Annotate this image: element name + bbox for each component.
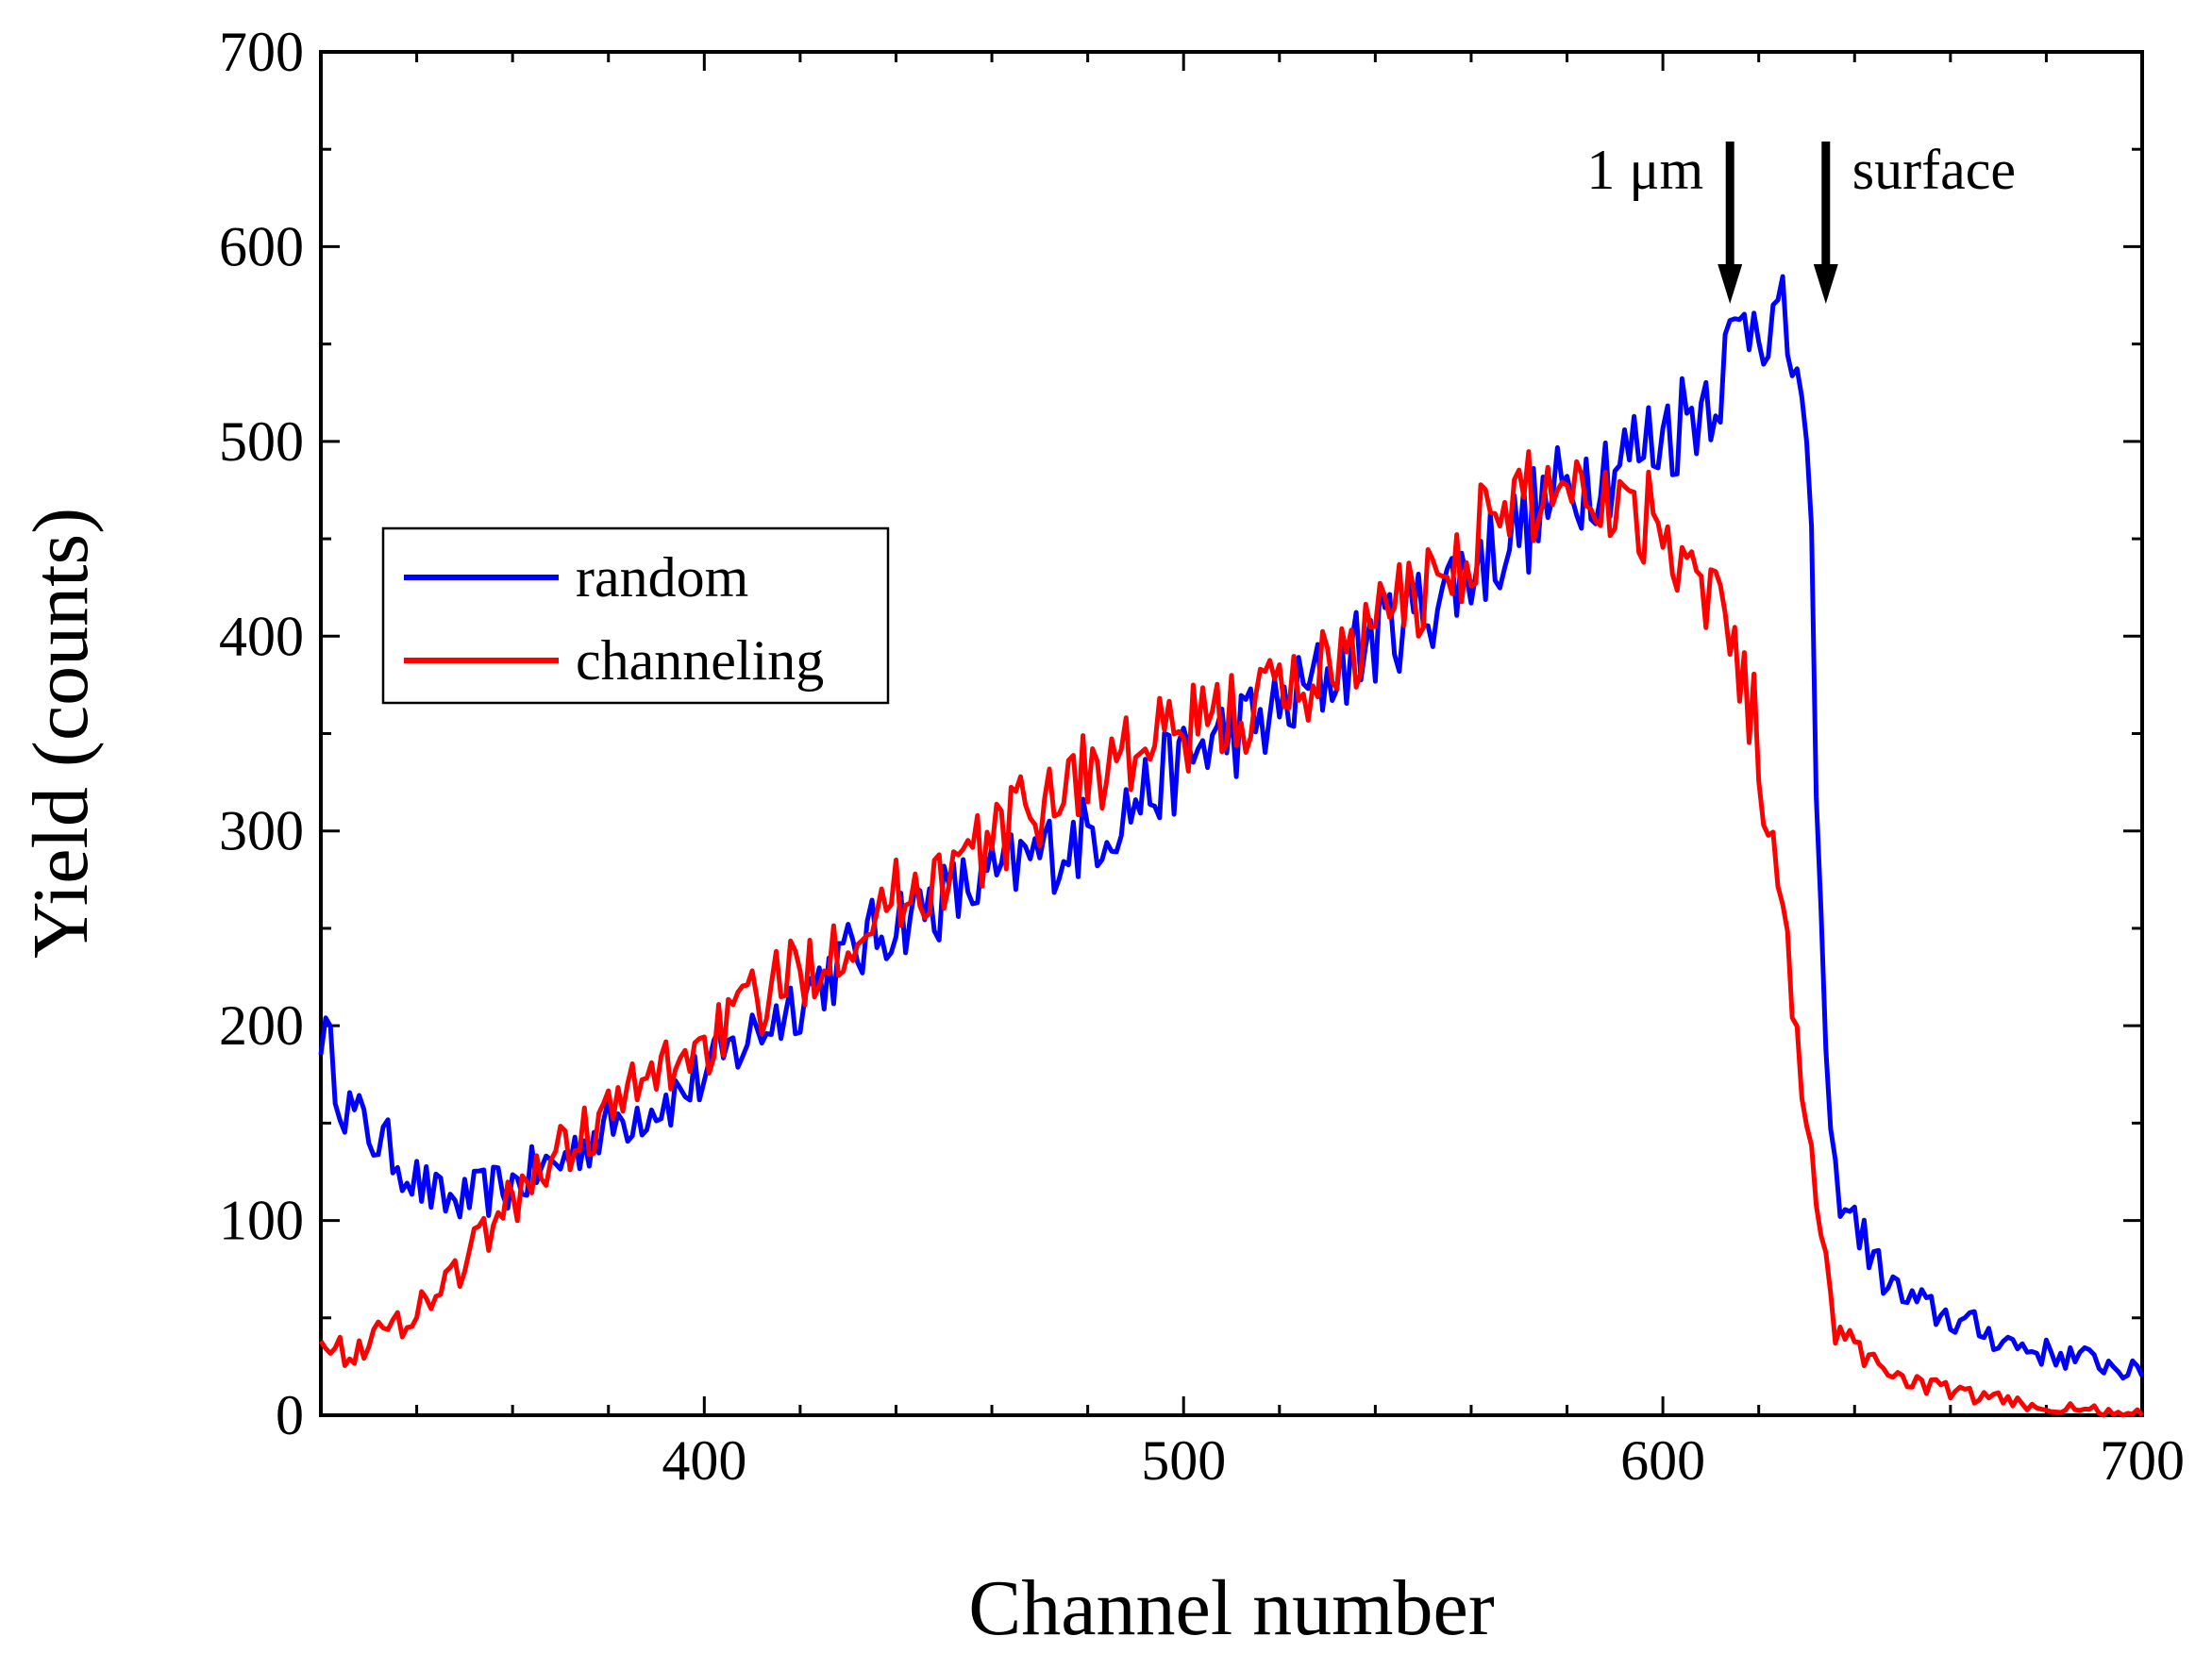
series-line-random: [318, 274, 2145, 1381]
y-tick-label: 700: [219, 21, 304, 83]
y-tick-labels: 0 100 200 300 400 500 600 700: [219, 21, 304, 1446]
y-tick-label: 400: [219, 605, 304, 667]
x-tick-labels: 400 500 600 700: [662, 1429, 2185, 1492]
y-tick-label: 0: [276, 1384, 304, 1446]
y-tick-label: 500: [219, 410, 304, 473]
y-tick-label: 200: [219, 994, 304, 1057]
y-tick-label: 300: [219, 800, 304, 862]
y-axis-title: Yield (counts): [17, 508, 105, 959]
x-tick-label: 600: [1620, 1429, 1705, 1492]
legend: random channeling: [381, 526, 890, 705]
x-tick-label: 700: [2100, 1429, 2185, 1492]
annotation-arrow-head: [1718, 264, 1743, 304]
series-lines: [318, 274, 2145, 1418]
x-axis-title: Channel number: [968, 1564, 1495, 1652]
x-tick-label: 500: [1141, 1429, 1226, 1492]
x-tick-label: 400: [662, 1429, 746, 1492]
legend-label-channeling: channeling: [576, 629, 824, 692]
axis-ticks: [319, 50, 2144, 1417]
annotation-label: surface: [1852, 139, 2016, 201]
series-line-channeling: [318, 449, 2144, 1418]
legend-box: [381, 526, 890, 705]
y-tick-label: 600: [219, 215, 304, 277]
annotations: 1 μm surface: [1586, 139, 2016, 304]
legend-label-random: random: [576, 546, 748, 609]
y-tick-label: 100: [219, 1190, 304, 1252]
annotation-arrow-head: [1813, 264, 1838, 304]
annotation-label: 1 μm: [1586, 139, 1703, 201]
